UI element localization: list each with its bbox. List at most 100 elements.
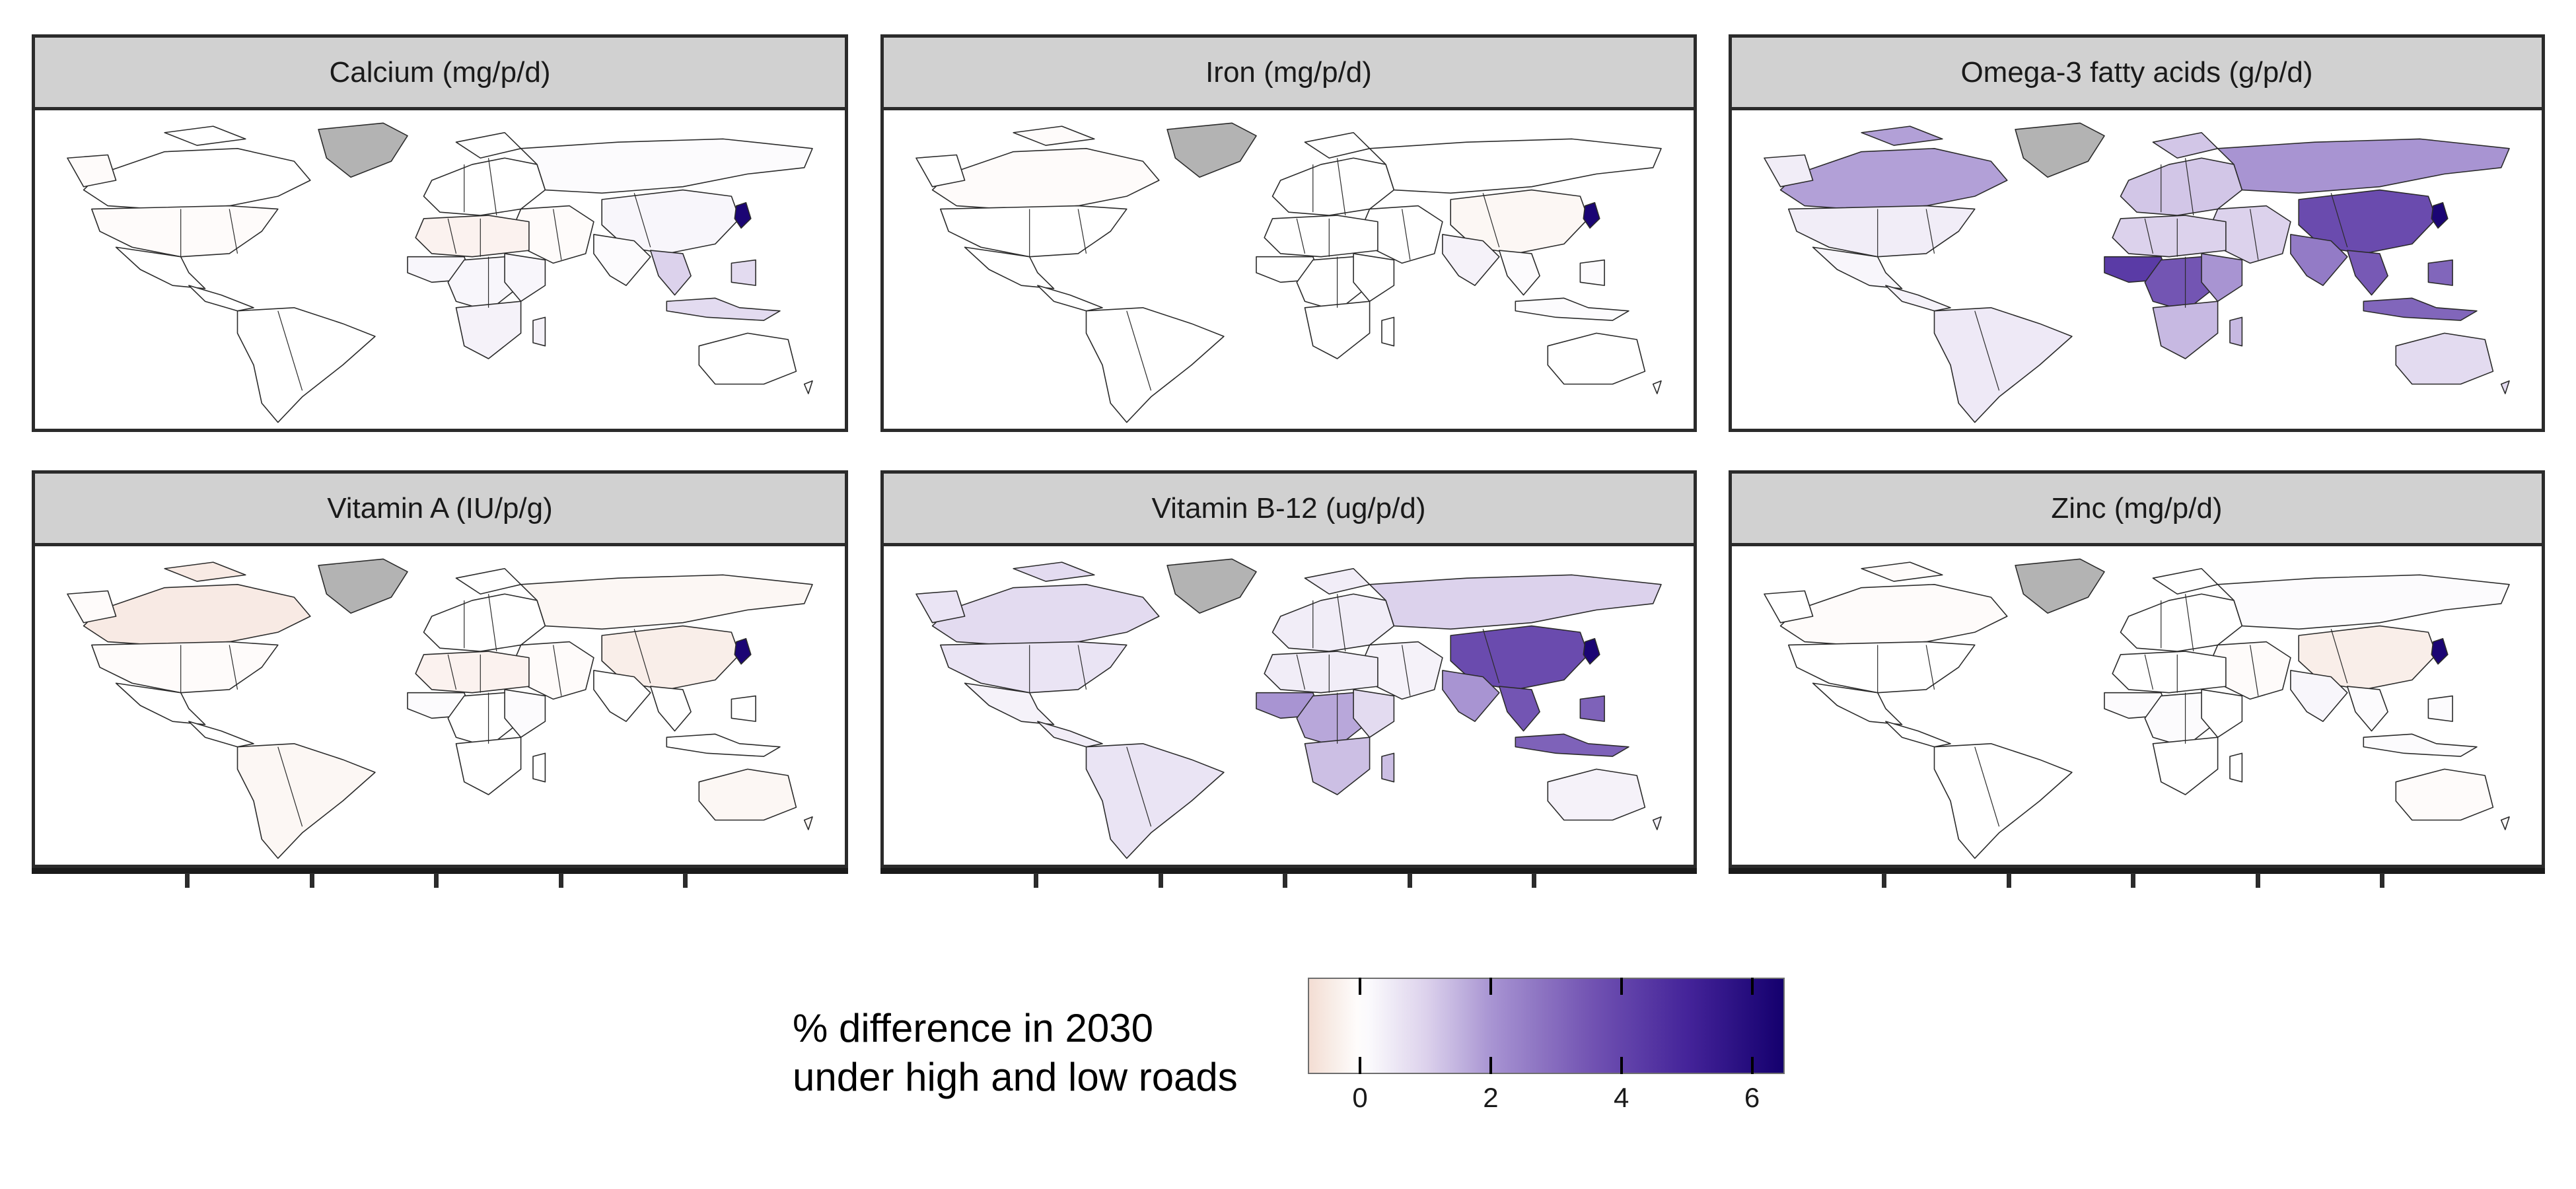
axis-rule-middle	[880, 868, 1697, 874]
facet-panel-zinc: Zinc (mg/p/d)	[1729, 470, 2545, 868]
country-border	[1126, 310, 1152, 391]
axis-tick	[184, 873, 190, 888]
region-usa	[915, 154, 966, 188]
region-central-america	[188, 285, 254, 312]
region-europe	[2120, 157, 2243, 216]
country-border	[1296, 218, 1306, 254]
region-india	[1442, 670, 1500, 722]
region-australia	[2395, 768, 2494, 821]
region-southern-africa	[2152, 737, 2219, 795]
region-central-america	[1885, 721, 1951, 748]
country-border	[229, 209, 238, 254]
country-border	[1077, 209, 1087, 254]
region-canada	[931, 148, 1160, 210]
region-greenland	[2015, 122, 2105, 178]
region-usa	[67, 154, 117, 188]
region-indonesia	[1579, 259, 1605, 286]
region-southern-africa	[1381, 316, 1395, 347]
region-southeast-asia	[1498, 686, 1540, 732]
axis-tick	[1033, 873, 1038, 888]
country-border	[2144, 654, 2154, 690]
region-canada	[164, 126, 246, 146]
axis-tick	[1282, 873, 1287, 888]
country-border	[2184, 594, 2194, 652]
axis-rule-left	[32, 868, 848, 874]
region-southeast-asia	[2346, 686, 2388, 732]
region-east-africa	[1353, 253, 1395, 302]
region-indonesia	[666, 733, 781, 757]
region-east-africa	[504, 253, 546, 302]
axis-tick	[1881, 873, 1886, 888]
region-greenland	[2015, 558, 2105, 614]
region-south-america	[236, 743, 376, 859]
axis-tick	[1531, 873, 1536, 888]
region-indonesia	[2363, 733, 2478, 757]
country-border	[1336, 594, 1346, 652]
facet-panel-iron: Iron (mg/p/d)	[880, 34, 1697, 432]
region-north-africa	[1264, 651, 1378, 694]
region-southeast-asia	[649, 686, 692, 732]
colorbar-tick-top	[1489, 978, 1492, 995]
world-map-calcium	[32, 107, 848, 432]
region-australia	[1547, 768, 1646, 821]
region-europe	[1271, 157, 1395, 216]
facet-panel-vitamin-a: Vitamin A (IU/p/g)	[32, 470, 848, 868]
region-central-america	[1885, 285, 1951, 312]
region-greenland	[1166, 558, 1257, 614]
region-indonesia	[1515, 733, 1629, 757]
country-border	[277, 310, 303, 391]
country-border	[447, 654, 457, 690]
region-southeast-asia	[2346, 250, 2388, 296]
axis-tick	[1407, 873, 1412, 888]
country-border	[1925, 209, 1935, 254]
facet-strip-title: Calcium (mg/p/d)	[32, 34, 848, 110]
country-border	[1974, 746, 2000, 827]
region-canada	[83, 584, 311, 646]
region-north-africa	[1264, 215, 1378, 258]
region-russia	[2217, 138, 2510, 194]
colorbar	[1308, 978, 1785, 1074]
region-southern-africa	[455, 301, 522, 359]
axis-tick	[2130, 873, 2135, 888]
region-south-america	[1933, 743, 2073, 859]
facet-panel-omega-3: Omega-3 fatty acids (g/p/d)	[1729, 34, 2545, 432]
region-australia	[698, 768, 797, 821]
country-border	[487, 594, 497, 652]
region-north-africa	[2112, 651, 2227, 694]
country-border	[2250, 209, 2259, 260]
region-usa	[67, 590, 117, 624]
colorbar-tick-bottom	[1359, 1057, 1362, 1074]
colorbar-tick-label: 0	[1352, 1082, 1368, 1113]
country-border	[633, 193, 651, 248]
world-map-zinc	[1729, 543, 2545, 868]
region-southern-africa	[1304, 301, 1371, 359]
region-russia	[2217, 574, 2510, 630]
region-canada	[931, 584, 1160, 646]
country-border	[1336, 158, 1346, 216]
region-southern-africa	[2229, 316, 2243, 347]
region-south-america	[1933, 307, 2073, 423]
region-east-africa	[1353, 689, 1395, 738]
region-southern-africa	[455, 737, 522, 795]
region-greenland	[1166, 122, 1257, 178]
region-australia	[698, 332, 797, 385]
facet-strip-title: Omega-3 fatty acids (g/p/d)	[1729, 34, 2545, 110]
axis-rule-right	[1729, 868, 2545, 874]
region-china	[601, 189, 740, 254]
region-europe	[423, 157, 546, 216]
region-southeast-asia	[1498, 250, 1540, 296]
region-indonesia	[2363, 297, 2478, 321]
region-australia	[2500, 380, 2510, 394]
region-canada	[1779, 148, 2008, 210]
axis-tick	[682, 873, 688, 888]
region-korea	[734, 201, 752, 229]
region-russia	[520, 574, 813, 630]
region-india	[2290, 670, 2348, 722]
region-indonesia	[731, 695, 756, 722]
colorbar-tick-label: 4	[1614, 1082, 1629, 1113]
country-border	[487, 158, 497, 216]
region-southern-africa	[532, 316, 546, 347]
region-east-africa	[2201, 689, 2243, 738]
region-australia	[803, 380, 813, 394]
country-border	[277, 746, 303, 827]
